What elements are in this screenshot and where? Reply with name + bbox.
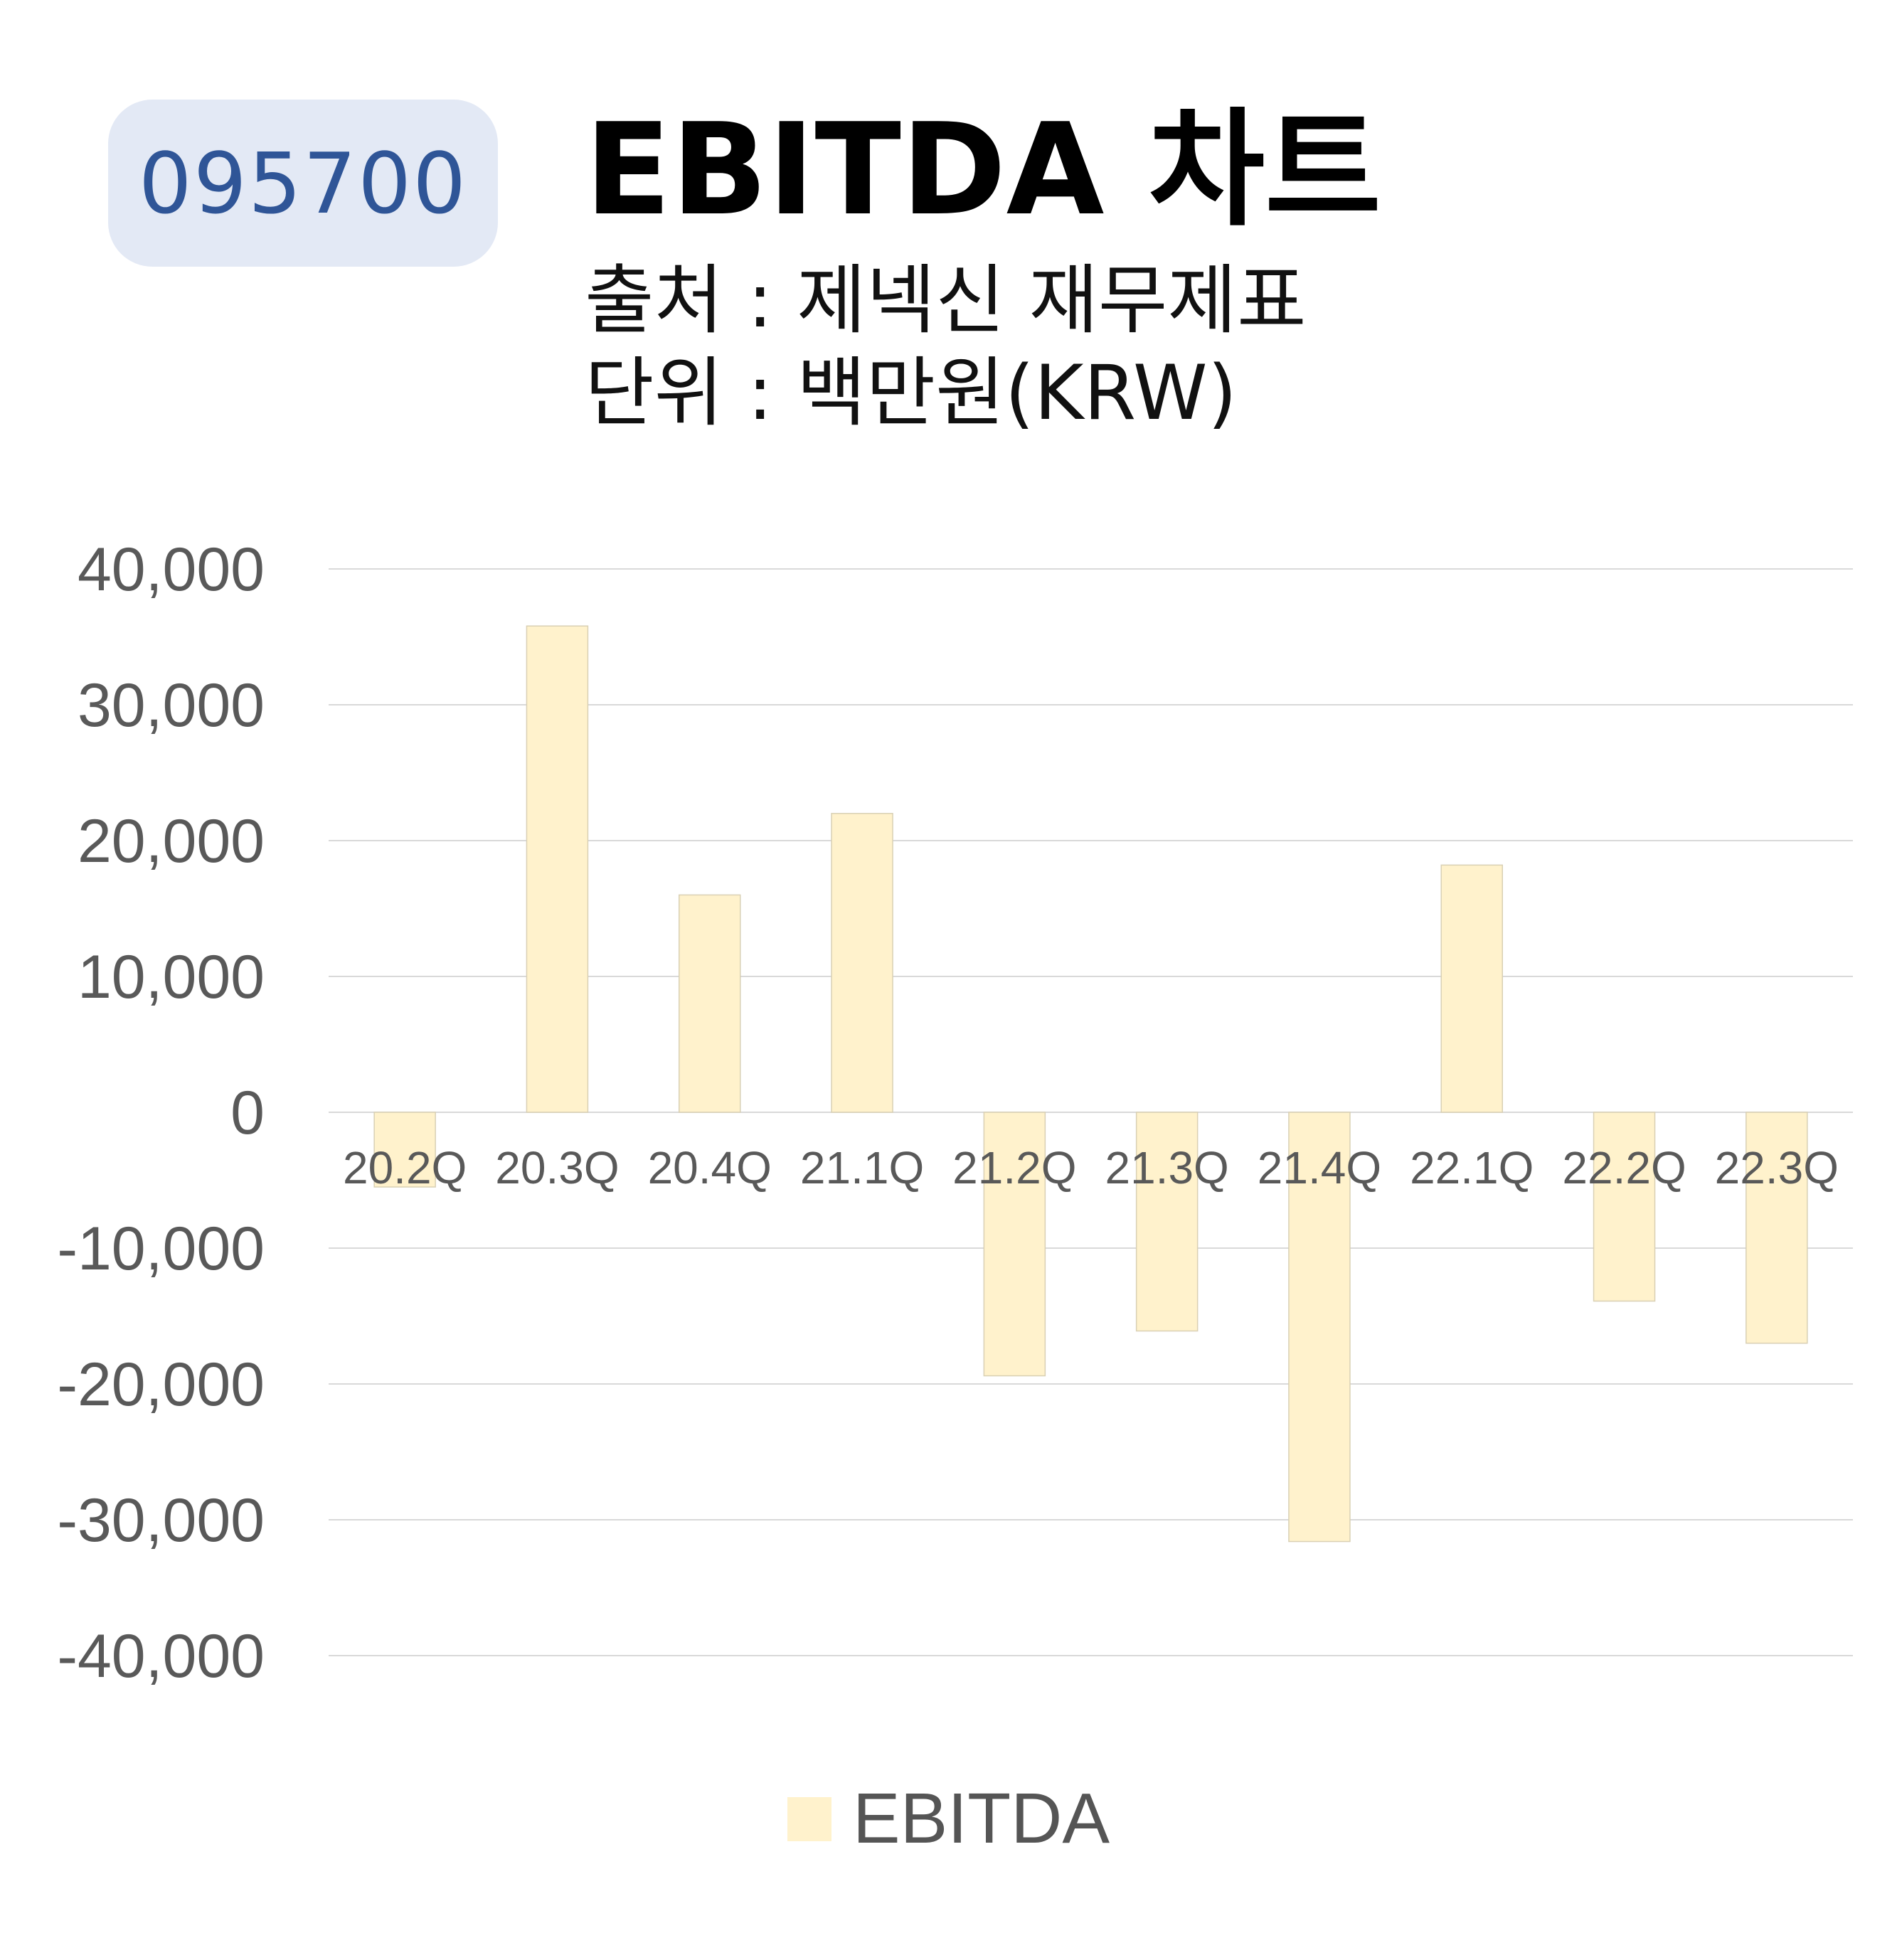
bar	[1440, 864, 1503, 1113]
y-tick-label: -10,000	[57, 1215, 265, 1283]
bar	[679, 894, 741, 1113]
ticker-badge: 095700	[108, 100, 498, 267]
x-tick-label: 21.1Q	[800, 1142, 924, 1193]
y-tick-label: 30,000	[78, 671, 265, 740]
y-tick-label: -30,000	[57, 1486, 265, 1555]
x-tick-label: 20.2Q	[343, 1142, 467, 1193]
y-tick-label: 20,000	[78, 807, 265, 875]
legend: EBITDA	[0, 1778, 1897, 1860]
y-tick-label: -40,000	[57, 1622, 265, 1690]
x-tick-label: 21.2Q	[952, 1142, 1076, 1193]
bar	[373, 1112, 436, 1188]
bar	[831, 813, 893, 1113]
x-tick-label: 20.4Q	[648, 1142, 772, 1193]
unit-label: 단위 : 백만원(KRW)	[585, 349, 1238, 437]
x-tick-label: 22.1Q	[1410, 1142, 1534, 1193]
legend-swatch	[787, 1796, 831, 1841]
x-tick-label: 21.3Q	[1105, 1142, 1228, 1193]
chart-title: EBITDA 차트	[585, 96, 1381, 243]
y-tick-label: -20,000	[57, 1351, 265, 1419]
bar	[1593, 1112, 1656, 1302]
source-label: 출처 : 제넥신 재무제표	[585, 257, 1307, 344]
bar	[1135, 1112, 1199, 1332]
bar	[526, 625, 589, 1113]
bar	[983, 1112, 1046, 1377]
legend-label: EBITDA	[852, 1779, 1110, 1858]
ticker-code: 095700	[138, 134, 468, 233]
y-tick-label: 0	[230, 1079, 265, 1147]
x-tick-label: 22.2Q	[1562, 1142, 1686, 1193]
x-tick-label: 22.3Q	[1715, 1142, 1839, 1193]
x-tick-label: 21.4Q	[1258, 1142, 1381, 1193]
bar	[1745, 1112, 1808, 1344]
y-tick-label: 10,000	[78, 943, 265, 1011]
y-tick-label: 40,000	[78, 536, 265, 604]
x-tick-label: 20.3Q	[495, 1142, 619, 1193]
bar	[1288, 1112, 1351, 1543]
